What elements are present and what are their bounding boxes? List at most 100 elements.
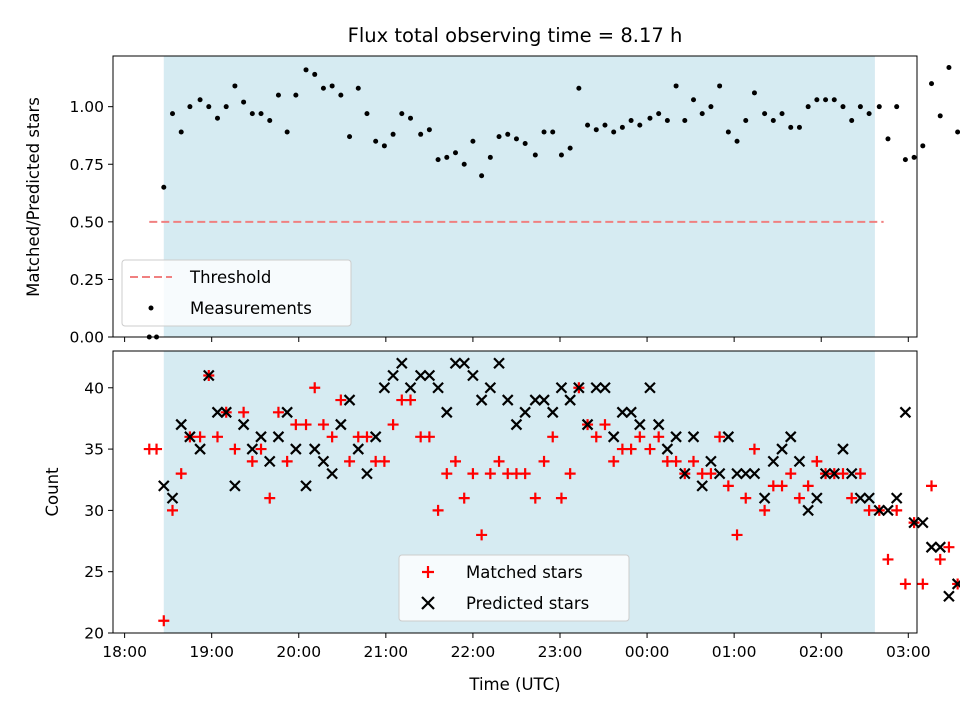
matched-star-point xyxy=(714,431,726,443)
legend-measurement-label: Measurements xyxy=(190,299,312,318)
count-y-ticks: 20 25 30 35 40 xyxy=(84,379,113,643)
ratio-y-tick-label: 1.00 xyxy=(69,98,104,116)
predicted-star-point xyxy=(308,443,321,455)
predicted-star-point xyxy=(475,394,488,406)
measurement-point xyxy=(691,97,697,103)
count-points xyxy=(143,357,960,627)
ratio-panel: 0.00 0.25 0.50 0.75 1.00 Matched/Predicted s… xyxy=(24,55,960,347)
predicted-star-point xyxy=(501,394,514,406)
predicted-star-point xyxy=(441,406,453,419)
x-tick-label: 23:00 xyxy=(538,643,583,661)
measurement-point xyxy=(814,97,820,103)
x-axis-label: Time (UTC) xyxy=(468,675,560,694)
predicted-star-point xyxy=(607,431,620,443)
matched-star-point xyxy=(547,431,559,443)
measurement-point xyxy=(664,117,670,123)
predicted-star-point xyxy=(203,369,215,382)
x-tick-label: 00:00 xyxy=(625,643,670,661)
x-tick-label: 20:00 xyxy=(276,643,321,661)
predicted-star-point xyxy=(722,431,735,443)
matched-star-point xyxy=(644,443,656,455)
matched-star-point xyxy=(484,468,496,480)
predicted-star-point xyxy=(925,541,938,553)
predicted-star-point xyxy=(343,394,356,406)
measurement-point xyxy=(849,117,855,123)
measurement-point xyxy=(275,92,281,98)
predicted-star-point xyxy=(326,467,338,480)
measurement-point xyxy=(602,122,608,128)
predicted-star-point xyxy=(281,406,293,419)
predicted-star-point xyxy=(361,467,373,480)
predicted-star-point xyxy=(255,431,267,443)
measurement-point xyxy=(619,124,625,130)
matched-star-point xyxy=(246,455,258,467)
predicted-star-point xyxy=(811,492,823,504)
predicted-star-point xyxy=(863,492,875,504)
matched-star-point xyxy=(423,431,435,443)
predicted-star-point xyxy=(519,406,531,419)
predicted-star-point xyxy=(272,431,285,443)
measurement-point xyxy=(303,67,309,73)
measurement-point xyxy=(585,122,591,128)
matched-star-point xyxy=(608,455,620,467)
predicted-star-point xyxy=(211,406,224,419)
measurement-point xyxy=(751,90,757,96)
matched-star-point xyxy=(688,455,700,467)
x-tick-label: 18:00 xyxy=(102,643,147,661)
measurement-point xyxy=(187,104,193,110)
predicted-star-point xyxy=(731,467,743,480)
measurement-point xyxy=(390,131,396,137)
predicted-star-point xyxy=(237,418,250,431)
measurement-point xyxy=(347,134,353,140)
matched-star-point xyxy=(740,492,752,504)
matched-star-point xyxy=(211,431,223,443)
matched-star-point xyxy=(863,504,875,516)
matched-star-point xyxy=(432,504,444,516)
matched-star-point xyxy=(344,455,356,467)
ratio-legend: Threshold Measurements xyxy=(121,259,352,327)
measurement-point xyxy=(284,129,290,135)
predicted-star-point xyxy=(616,406,629,419)
measurement-point xyxy=(541,129,547,135)
matched-star-point xyxy=(917,578,929,590)
predicted-star-point xyxy=(739,467,752,480)
matched-star-point xyxy=(405,394,417,406)
matched-star-point xyxy=(899,578,911,590)
matched-star-point xyxy=(158,615,170,627)
measurement-point xyxy=(267,117,273,123)
matched-star-point xyxy=(361,431,373,443)
measurement-point xyxy=(312,71,318,77)
predicted-star-point xyxy=(661,443,674,455)
matched-star-point xyxy=(290,419,302,431)
predicted-star-point xyxy=(387,369,399,382)
measurement-point xyxy=(170,111,176,117)
legend-matched-swatch xyxy=(422,566,434,578)
predicted-star-point xyxy=(158,480,170,492)
measurement-point xyxy=(823,97,829,103)
measurement-point xyxy=(656,111,662,117)
measurement-point xyxy=(937,113,943,119)
predicted-star-point xyxy=(943,590,955,602)
ratio-y-axis-label: Matched/Predicted stars xyxy=(24,97,43,297)
predicted-star-point xyxy=(687,431,700,443)
predicted-star-point xyxy=(414,369,427,382)
measurement-point xyxy=(831,97,837,103)
predicted-star-point xyxy=(175,418,187,431)
measurement-point xyxy=(241,99,247,105)
predicted-star-point xyxy=(369,431,382,443)
matched-star-point xyxy=(670,455,682,467)
measurement-point xyxy=(894,104,900,110)
predicted-star-point xyxy=(767,455,780,468)
predicted-star-point xyxy=(564,394,576,406)
measurement-point xyxy=(496,134,502,140)
measurement-point xyxy=(779,111,785,117)
count-y-axis-label: Count xyxy=(43,467,62,517)
predicted-star-point xyxy=(696,480,708,492)
measurement-point xyxy=(911,154,917,160)
ratio-legend-box xyxy=(121,259,352,327)
measurement-point xyxy=(435,157,441,163)
predicted-star-point xyxy=(934,541,946,553)
matched-star-point xyxy=(854,468,866,480)
measurement-point xyxy=(576,85,582,91)
measurement-point xyxy=(725,129,731,135)
